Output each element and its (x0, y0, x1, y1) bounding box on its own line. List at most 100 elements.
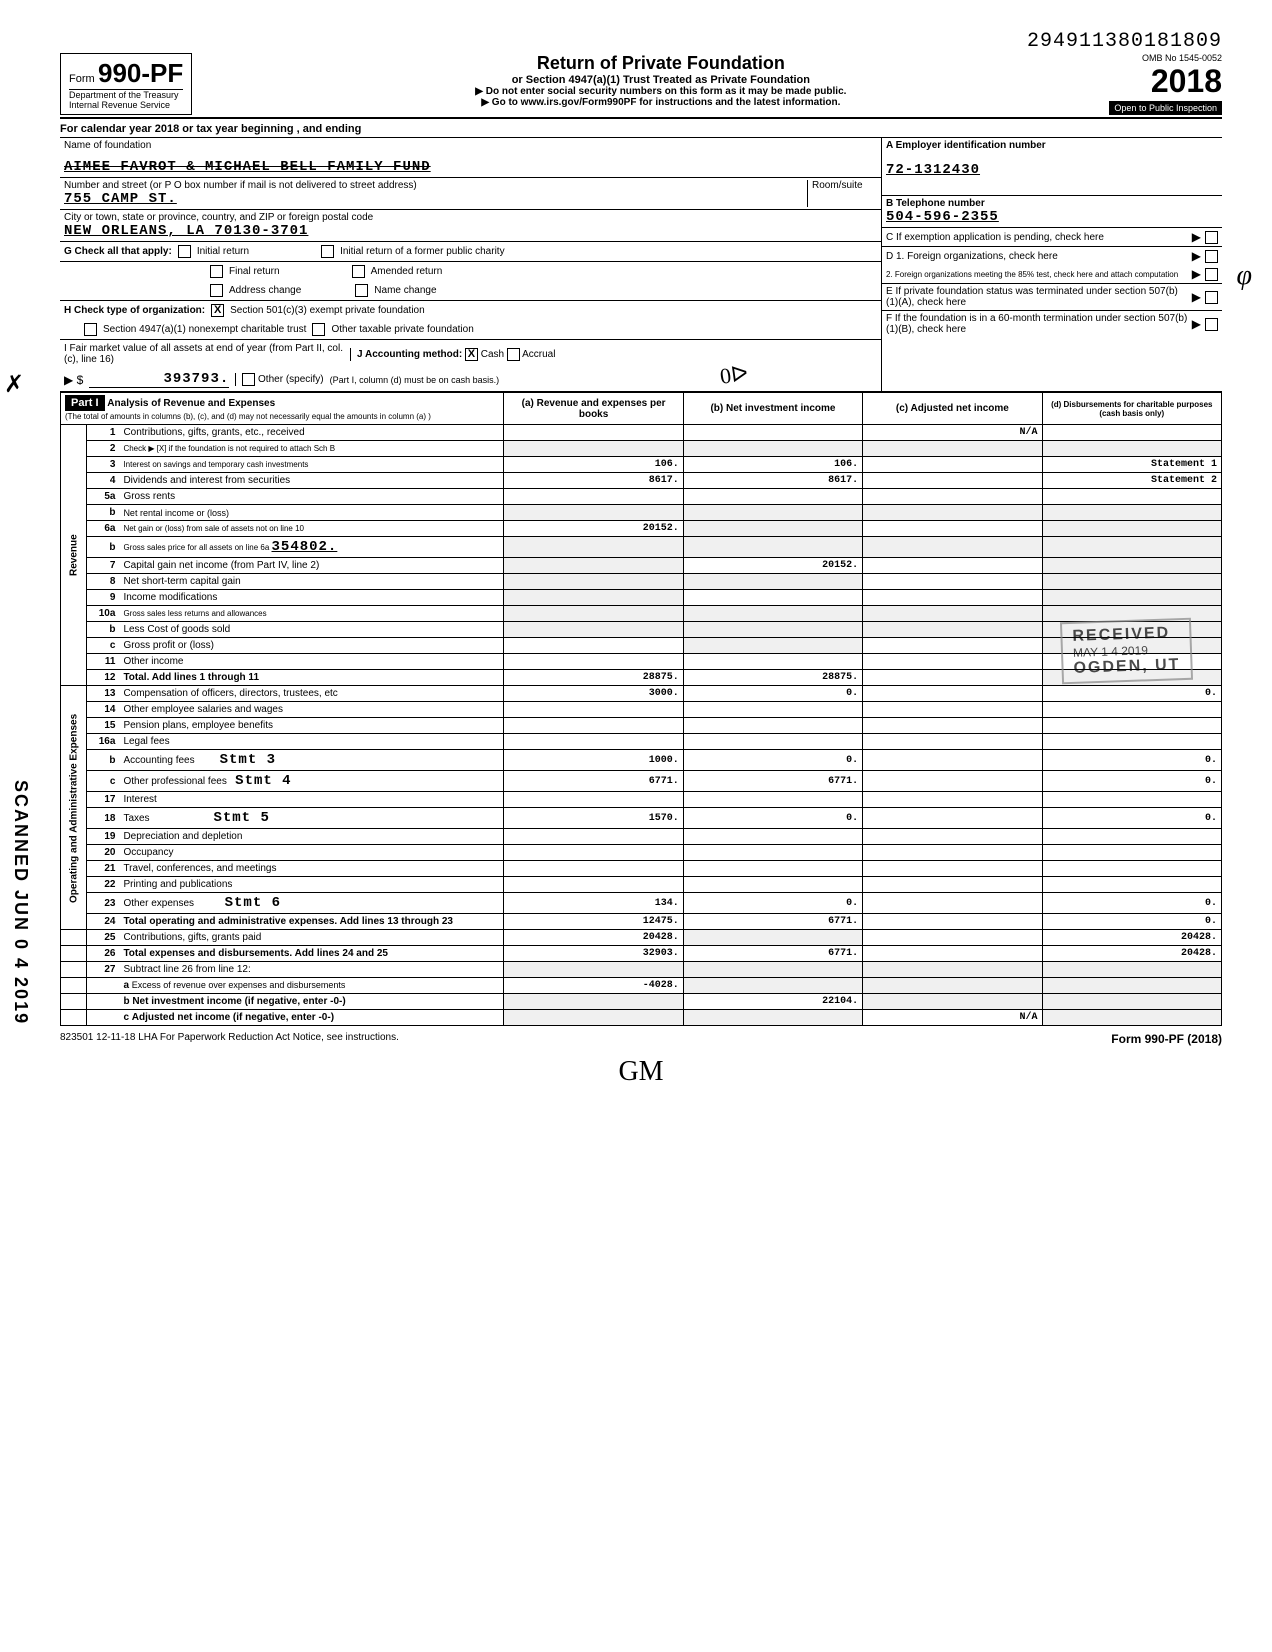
r3-d: Statement 1 (1042, 457, 1221, 473)
r16b-d: 0. (1042, 750, 1221, 771)
opt-other-taxable: Other taxable private foundation (331, 324, 473, 335)
stmt4: Stmt 4 (235, 773, 291, 789)
hand-phi: φ (1237, 260, 1253, 292)
initials: GM (60, 1056, 1222, 1088)
row-9: Income modifications (119, 590, 503, 606)
r16c-d: 0. (1042, 771, 1221, 792)
row-20: Occupancy (119, 845, 503, 861)
row-16b: Accounting fees Stmt 3 (119, 750, 503, 771)
row-26: Total expenses and disbursements. Add li… (119, 946, 503, 962)
r24-b: 6771. (683, 914, 862, 930)
ocr-number: 294911380181809 (60, 30, 1222, 53)
checkbox-cash[interactable]: X (465, 348, 478, 361)
row-15: Pension plans, employee benefits (119, 718, 503, 734)
phone-value: 504-596-2355 (886, 209, 999, 225)
r4-d: Statement 2 (1042, 473, 1221, 489)
footer-left: 823501 12-11-18 LHA For Paperwork Reduct… (60, 1032, 399, 1046)
r4-a: 8617. (504, 473, 683, 489)
form-id-box: Form 990-PF Department of the Treasury I… (60, 53, 192, 115)
r26-a: 32903. (504, 946, 683, 962)
checkbox-addr-change[interactable] (210, 284, 223, 297)
checkbox-e[interactable] (1205, 291, 1218, 304)
opt-accrual: Accrual (522, 349, 555, 360)
checkbox-501c3[interactable]: X (211, 304, 224, 317)
checkbox-4947[interactable] (84, 323, 97, 336)
received-stamp: RECEIVED MAY 1 4 2019 OGDEN, UT (1060, 618, 1193, 685)
footer: 823501 12-11-18 LHA For Paperwork Reduct… (60, 1032, 1222, 1046)
r7-b: 20152. (683, 558, 862, 574)
section-i: I Fair market value of all assets at end… (60, 340, 881, 391)
r16b-a: 1000. (504, 750, 683, 771)
h-label: H Check type of organization: (64, 305, 205, 316)
r12-b: 28875. (683, 670, 862, 686)
row-27c: c Adjusted net income (if negative, ente… (119, 1010, 503, 1026)
stmt6: Stmt 6 (225, 895, 281, 911)
stmt5: Stmt 5 (213, 810, 269, 826)
city-label: City or town, state or province, country… (64, 212, 877, 223)
opt-cash: Cash (481, 349, 504, 360)
checkbox-d2[interactable] (1205, 268, 1218, 281)
foundation-city: NEW ORLEANS, LA 70130-3701 (64, 223, 877, 239)
row-3: Interest on savings and temporary cash i… (119, 457, 503, 473)
r3-a: 106. (504, 457, 683, 473)
checkbox-d1[interactable] (1205, 250, 1218, 263)
r18-b: 0. (683, 808, 862, 829)
row-12: Total. Add lines 1 through 11 (119, 670, 503, 686)
tax-year: 2018 (1109, 63, 1222, 100)
info-grid: Name of foundation AIMEE FAVROT & MICHAE… (60, 138, 1222, 392)
row-21: Travel, conferences, and meetings (119, 861, 503, 877)
row-27a: a Excess of revenue over expenses and di… (119, 978, 503, 994)
r24-a: 12475. (504, 914, 683, 930)
box-e-label: E If private foundation status was termi… (886, 286, 1188, 308)
col-a-header: (a) Revenue and expenses per books (504, 393, 683, 425)
row-27b: b Net investment income (if negative, en… (119, 994, 503, 1010)
checkbox-initial-return[interactable] (178, 245, 191, 258)
row-5b: Net rental income or (loss) (119, 505, 503, 521)
checkbox-f[interactable] (1205, 318, 1218, 331)
row-4: Dividends and interest from securities (119, 473, 503, 489)
fmv-value: 393793. (89, 371, 229, 388)
opt-initial-former: Initial return of a former public charit… (340, 246, 505, 257)
checkbox-other-taxable[interactable] (312, 323, 325, 336)
r26-d: 20428. (1042, 946, 1221, 962)
r13-a: 3000. (504, 686, 683, 702)
section-h: H Check type of organization: XSection 5… (60, 301, 881, 340)
row-10c: Gross profit or (loss) (119, 638, 503, 654)
row-16a: Legal fees (119, 734, 503, 750)
cash-basis-note: (Part I, column (d) must be on cash basi… (330, 375, 500, 385)
checkbox-accrual[interactable] (507, 348, 520, 361)
omb-number: OMB No 1545-0052 (1109, 53, 1222, 63)
checkbox-final-return[interactable] (210, 265, 223, 278)
year-box: OMB No 1545-0052 2018 Open to Public Ins… (1109, 53, 1222, 115)
stmt3: Stmt 3 (220, 752, 276, 768)
checkbox-other-method[interactable] (242, 373, 255, 386)
public-inspection: Open to Public Inspection (1109, 101, 1222, 115)
box-d1-label: D 1. Foreign organizations, check here (886, 251, 1188, 262)
foundation-addr: 755 CAMP ST. (64, 191, 807, 207)
opt-4947: Section 4947(a)(1) nonexempt charitable … (103, 324, 306, 335)
r24-d: 0. (1042, 914, 1221, 930)
checkbox-initial-former[interactable] (321, 245, 334, 258)
col-b-header: (b) Net investment income (683, 393, 862, 425)
revenue-vert-label: Revenue (61, 425, 87, 686)
form-header: Form 990-PF Department of the Treasury I… (60, 53, 1222, 115)
row-10a: Gross sales less returns and allowances (119, 606, 503, 622)
addr-label: Number and street (or P O box number if … (64, 180, 807, 191)
row-13: Compensation of officers, directors, tru… (119, 686, 503, 702)
part1-label: Part I (65, 395, 105, 411)
r13-d: 0. (1042, 686, 1221, 702)
title-main: Return of Private Foundation (212, 53, 1109, 74)
row-14: Other employee salaries and wages (119, 702, 503, 718)
box-f-label: F If the foundation is in a 60-month ter… (886, 313, 1188, 335)
r6b-val: 354802. (272, 539, 338, 555)
name-label: Name of foundation (64, 140, 877, 151)
row-5a: Gross rents (119, 489, 503, 505)
checkbox-c[interactable] (1205, 231, 1218, 244)
opt-name-change: Name change (374, 285, 436, 296)
title-block: Return of Private Foundation or Section … (212, 53, 1109, 108)
checkbox-amended[interactable] (352, 265, 365, 278)
dept-label: Department of the Treasury Internal Reve… (69, 90, 183, 110)
checkbox-name-change[interactable] (355, 284, 368, 297)
row-23: Other expenses Stmt 6 (119, 893, 503, 914)
row-19: Depreciation and depletion (119, 829, 503, 845)
